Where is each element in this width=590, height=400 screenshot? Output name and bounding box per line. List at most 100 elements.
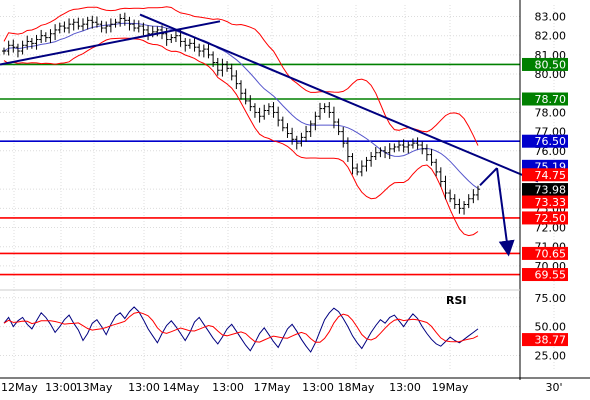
price-bar xyxy=(62,21,67,33)
price-bar xyxy=(85,16,90,30)
price-bars xyxy=(2,12,480,215)
price-bar xyxy=(127,16,132,31)
price-bar xyxy=(471,189,476,204)
price-bar xyxy=(290,127,295,145)
price-bar xyxy=(383,146,388,159)
price-bar xyxy=(118,13,123,27)
price-bar xyxy=(215,57,220,76)
price-tag xyxy=(522,333,568,347)
price-bar xyxy=(331,106,336,129)
price-bar xyxy=(108,18,113,33)
price-bar xyxy=(113,18,118,28)
price-tag xyxy=(522,134,568,148)
y-tick-label: 82.00 xyxy=(535,30,567,43)
y-tick-label: 78.00 xyxy=(535,106,567,119)
price-tag-label: 70.65 xyxy=(535,247,567,260)
price-bar xyxy=(169,34,174,43)
price-bar xyxy=(178,29,183,47)
price-bar xyxy=(438,167,443,187)
price-bar xyxy=(11,39,16,53)
price-bar xyxy=(466,194,471,208)
x-tick-label: 17May xyxy=(254,381,291,394)
price-bar xyxy=(239,80,243,100)
price-bar xyxy=(132,19,137,32)
price-bar xyxy=(252,103,257,118)
forecast-arrows xyxy=(479,167,515,257)
price-bar xyxy=(285,123,290,138)
price-bar xyxy=(15,43,20,58)
x-tick-label: 13May xyxy=(76,381,113,394)
bollinger-bands xyxy=(3,6,479,237)
x-tick-label: 12May xyxy=(1,381,38,394)
price-bar xyxy=(355,163,360,176)
price-tag xyxy=(522,57,568,71)
x-tick-label: 13:00 xyxy=(389,381,421,394)
price-bar xyxy=(229,63,234,81)
rsi-signal-line xyxy=(3,311,479,343)
price-tag-label: 69.55 xyxy=(535,269,567,282)
price-bar xyxy=(359,160,364,177)
price-bar xyxy=(34,34,39,50)
price-bar xyxy=(20,40,25,55)
horizontal-levels xyxy=(0,63,520,276)
price-bar xyxy=(2,47,6,55)
trendline-resistance xyxy=(139,13,539,183)
price-tag xyxy=(522,246,568,260)
price-bar xyxy=(94,16,99,28)
price-bar xyxy=(57,22,62,34)
price-bar xyxy=(429,148,434,166)
price-bar xyxy=(392,143,397,153)
lower-band xyxy=(3,37,479,237)
price-bar xyxy=(71,18,76,31)
price-bar xyxy=(48,29,53,43)
price-bar xyxy=(271,102,276,118)
price-bar xyxy=(262,104,267,120)
price-bar xyxy=(369,151,374,167)
price-bar xyxy=(420,141,425,155)
price-bar xyxy=(136,20,141,33)
price-bar xyxy=(373,146,378,161)
price-tag xyxy=(522,92,568,106)
rsi-line xyxy=(3,306,479,353)
price-bar xyxy=(410,138,415,149)
price-bar xyxy=(415,137,420,150)
price-bar xyxy=(201,44,206,58)
price-tag xyxy=(522,268,568,282)
price-bar xyxy=(104,21,109,34)
price-bar xyxy=(53,24,58,41)
price-bar xyxy=(397,140,401,152)
price-bar xyxy=(99,20,104,33)
price-bar xyxy=(6,40,11,56)
price-bar xyxy=(76,17,81,30)
price-bar xyxy=(424,144,429,161)
price-tag xyxy=(522,168,568,182)
price-bar xyxy=(341,127,346,148)
price-bar xyxy=(294,135,299,150)
price-bar xyxy=(364,156,369,172)
x-tick-label: 30' xyxy=(545,381,562,394)
y-tick-label: 83.00 xyxy=(535,11,567,24)
price-bar xyxy=(243,88,248,105)
trendlines xyxy=(0,13,539,183)
price-bar xyxy=(299,132,304,147)
price-bar xyxy=(387,143,392,160)
x-tick-label: 14May xyxy=(163,381,200,394)
trendline-support xyxy=(0,20,221,66)
price-bar xyxy=(90,15,95,29)
price-tag-label: 78.70 xyxy=(535,93,567,106)
price-bar xyxy=(206,43,211,59)
price-bar xyxy=(322,103,327,114)
x-tick-label: 13:00 xyxy=(212,381,244,394)
forecast-arrow xyxy=(496,167,515,257)
price-bar xyxy=(234,70,239,90)
price-tag-label: 80.50 xyxy=(535,58,567,71)
price-bar xyxy=(318,102,322,120)
price-bar xyxy=(192,37,197,52)
rsi-tick-label: 25.00 xyxy=(535,349,567,362)
price-bar xyxy=(476,185,480,201)
y-tick-label: 76.00 xyxy=(535,145,567,158)
price-bar xyxy=(81,18,85,31)
grid xyxy=(0,5,555,371)
price-bar xyxy=(67,18,72,34)
